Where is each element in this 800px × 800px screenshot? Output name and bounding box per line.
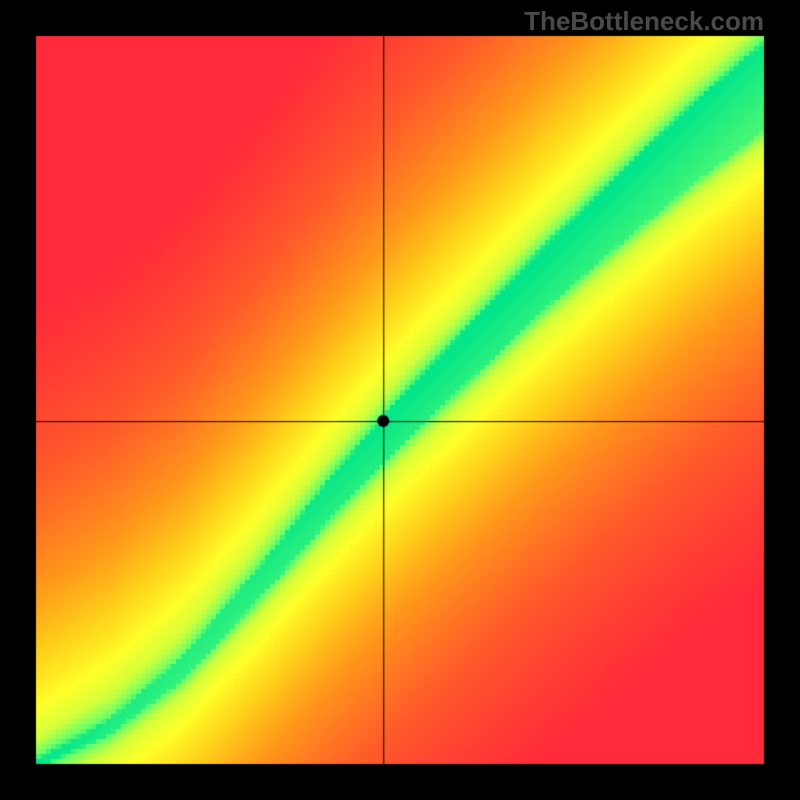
chart-container: { "canvas": { "width_px": 800, "height_p…: [0, 0, 800, 800]
bottleneck-heatmap: [0, 0, 800, 800]
